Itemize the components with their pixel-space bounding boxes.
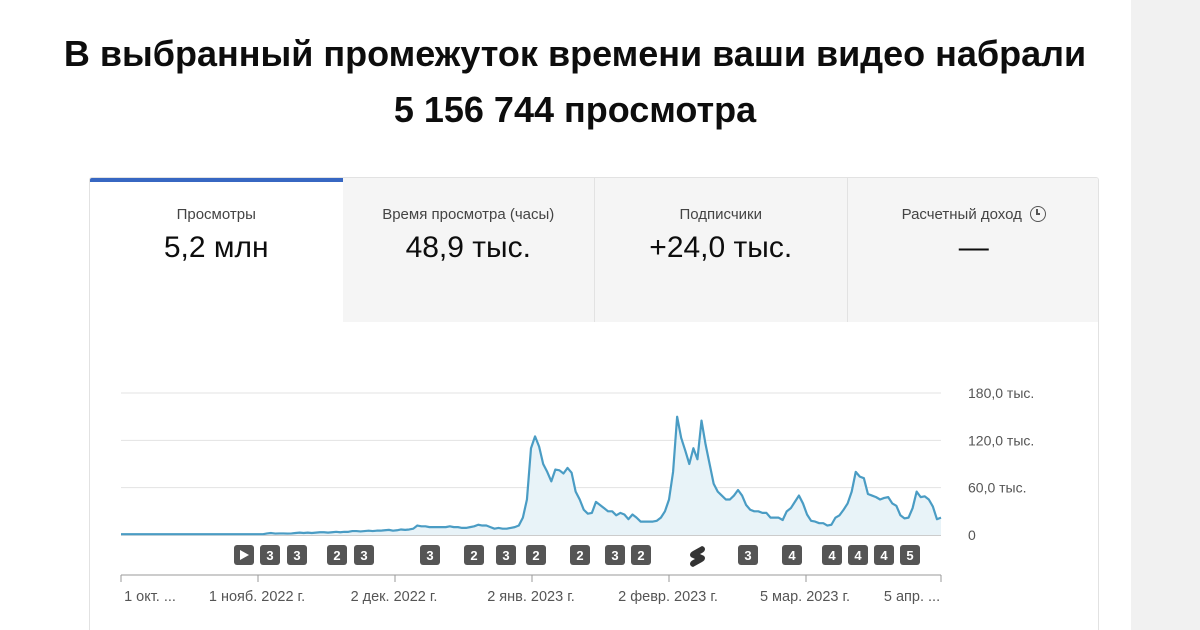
tab-subscribers-label: Подписчики [679,206,762,223]
tab-subscribers[interactable]: Подписчики +24,0 тыс. [595,178,848,322]
tab-revenue-label: Расчетный доход [901,206,1022,223]
annotation-marker-label: 5 [906,548,913,563]
tab-revenue-value: — [958,231,989,264]
tab-revenue-label-wrap: Расчетный доход [848,206,1099,223]
annotation-marker[interactable] [738,545,758,565]
metric-tabs: Просмотры 5,2 млн Время просмотра (часы)… [90,178,1099,322]
annotation-marker-label: 4 [788,548,796,563]
tab-views[interactable]: Просмотры 5,2 млн [90,178,343,322]
annotation-marker[interactable] [526,545,546,565]
annotation-marker[interactable] [354,545,374,565]
annotation-marker[interactable] [874,545,894,565]
play-glyph [240,550,249,560]
right-gutter [1131,0,1200,630]
x-tick-label: 1 нояб. 2022 г. [209,589,305,605]
annotation-marker-label: 3 [502,548,509,563]
annotation-marker[interactable] [287,545,307,565]
annotation-marker-label: 2 [470,548,477,563]
x-tick-label: 1 окт. ... [124,589,176,605]
annotation-marker[interactable] [464,545,484,565]
annotation-marker-label: 2 [576,548,583,563]
tab-watch-time[interactable]: Время просмотра (часы) 48,9 тыс. [342,178,595,322]
annotation-marker[interactable] [420,545,440,565]
x-tick-label: 5 апр. ... [884,589,940,605]
annotation-marker[interactable] [848,545,868,565]
annotation-marker[interactable] [900,545,920,565]
annotation-marker[interactable] [260,545,280,565]
tab-views-value: 5,2 млн [163,231,269,264]
annotation-marker[interactable] [570,545,590,565]
title-line-1: В выбранный промежуток времени ваши виде… [63,33,1087,74]
x-tick-label: 2 февр. 2023 г. [618,589,718,605]
annotation-marker[interactable] [631,545,651,565]
series-area [121,416,941,535]
annotation-marker[interactable] [605,545,625,565]
x-tick-label: 2 янв. 2023 г. [487,589,575,605]
annotation-marker-label: 3 [293,548,300,563]
annotation-marker[interactable] [822,545,842,565]
annotation-marker-label: 3 [744,548,751,563]
tab-revenue[interactable]: Расчетный доход — [847,178,1099,322]
annotation-marker[interactable] [782,545,802,565]
title-line-2: 5 156 744 просмотра [393,89,757,130]
annotation-marker-label: 2 [333,548,340,563]
tab-views-label: Просмотры [176,206,256,223]
x-tick-label: 5 мар. 2023 г. [760,589,850,605]
annotation-marker-label: 3 [426,548,433,563]
tab-subscribers-value: +24,0 тыс. [649,231,793,264]
tab-watch-time-label: Время просмотра (часы) [382,206,555,223]
annotation-marker-label: 2 [637,548,644,563]
y-tick-label: 60,0 тыс. [968,480,1027,496]
y-tick-label: 0 [968,527,976,543]
page-title: В выбранный промежуток времени ваши виде… [60,26,1090,138]
annotation-marker-label: 4 [880,548,888,563]
y-tick-label: 180,0 тыс. [968,385,1034,401]
annotation-marker[interactable] [496,545,516,565]
series-line [121,415,942,536]
clock-icon[interactable] [1029,206,1046,222]
annotation-marker[interactable] [327,545,347,565]
x-tick-label: 2 дек. 2022 г. [351,589,438,605]
shorts-icon[interactable] [690,546,705,567]
annotation-marker-label: 4 [854,548,862,563]
y-tick-label: 120,0 тыс. [968,432,1034,448]
annotation-marker-label: 3 [360,548,367,563]
annotation-marker-label: 3 [266,548,273,563]
tab-watch-time-value: 48,9 тыс. [405,231,531,264]
annotation-marker-label: 2 [532,548,539,563]
annotation-marker-label: 3 [611,548,618,563]
annotation-marker-label: 4 [828,548,836,563]
analytics-card: Просмотры 5,2 млн Время просмотра (часы)… [89,177,1099,630]
